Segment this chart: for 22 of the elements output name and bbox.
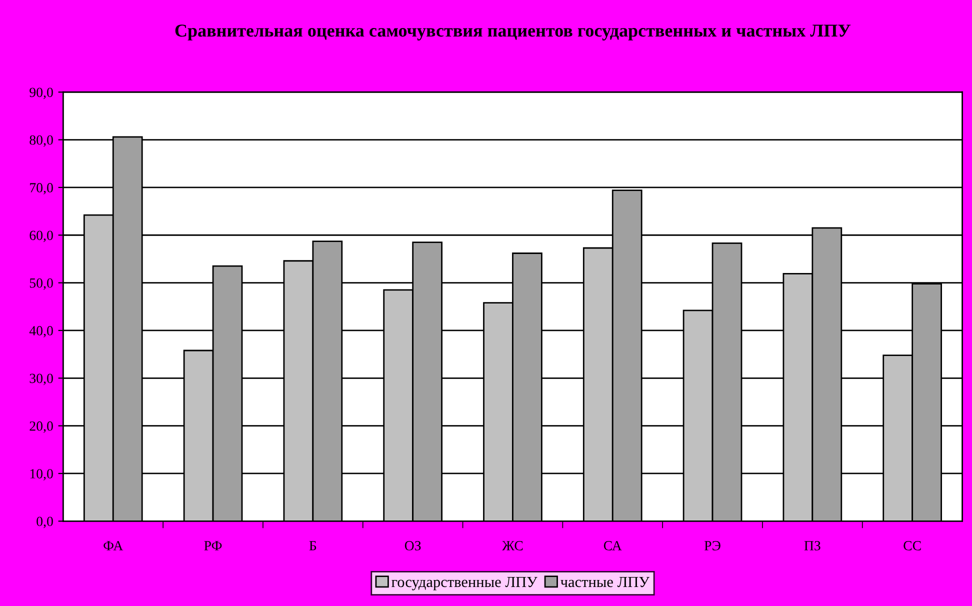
x-tick-label: ОЗ [404, 541, 421, 550]
x-tick-label: ЖС [502, 541, 523, 550]
y-tick-label: 70,0 [30, 183, 53, 194]
x-tick-label: Б [309, 541, 316, 550]
chart-title: Сравнительная оценка самочувствия пациентов государственных и частных ЛПУ [175, 24, 851, 40]
y-tick-label: 10,0 [30, 469, 53, 480]
x-tick-label: ПЗ [804, 541, 820, 550]
x-tick-label: ФА [104, 541, 124, 550]
x-tick-label: СС [904, 541, 921, 550]
legend-label: частные ЛПУ [560, 576, 650, 588]
legend-label: государственные ЛПУ [392, 576, 538, 590]
y-tick-label: 20,0 [30, 421, 53, 433]
y-tick-label: 50,0 [30, 278, 53, 290]
x-tick-label: РЭ [704, 541, 720, 550]
y-tick-label: 60,0 [30, 230, 53, 242]
y-tick-label: 30,0 [30, 374, 53, 386]
y-tick-label: 80,0 [30, 135, 53, 147]
x-tick-label: СА [604, 541, 622, 550]
y-tick-label: 40,0 [29, 326, 53, 338]
y-tick-label: 0,0 [36, 516, 53, 528]
x-tick-label: РФ [204, 541, 222, 550]
y-tick-label: 90,0 [30, 88, 53, 100]
